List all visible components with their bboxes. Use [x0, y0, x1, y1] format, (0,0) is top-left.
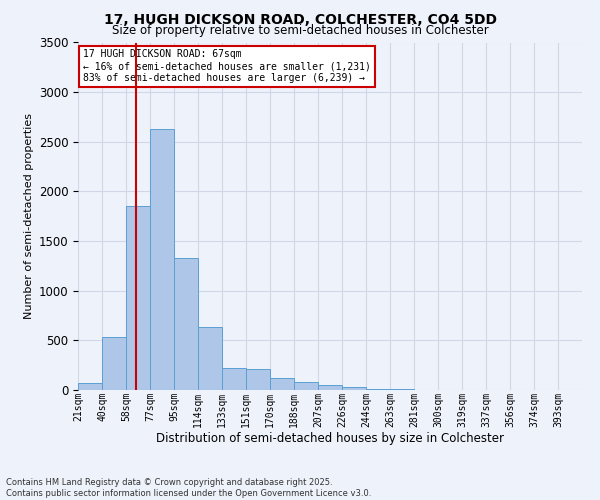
Bar: [126, 206, 150, 390]
Bar: [246, 369, 270, 390]
Bar: [78, 382, 102, 390]
Text: Size of property relative to semi-detached houses in Colchester: Size of property relative to semi-detach…: [112, 24, 488, 37]
Bar: [198, 328, 222, 390]
Text: 17 HUGH DICKSON ROAD: 67sqm
← 16% of semi-detached houses are smaller (1,231)
83: 17 HUGH DICKSON ROAD: 67sqm ← 16% of sem…: [83, 50, 371, 82]
Bar: [270, 378, 294, 390]
Text: Contains HM Land Registry data © Crown copyright and database right 2025.
Contai: Contains HM Land Registry data © Crown c…: [6, 478, 371, 498]
Bar: [222, 368, 246, 390]
Bar: [102, 338, 126, 390]
Bar: [390, 389, 414, 390]
Y-axis label: Number of semi-detached properties: Number of semi-detached properties: [25, 114, 34, 320]
Bar: [318, 384, 342, 390]
Bar: [150, 129, 174, 390]
X-axis label: Distribution of semi-detached houses by size in Colchester: Distribution of semi-detached houses by …: [156, 432, 504, 445]
Bar: [294, 382, 318, 390]
Text: 17, HUGH DICKSON ROAD, COLCHESTER, CO4 5DD: 17, HUGH DICKSON ROAD, COLCHESTER, CO4 5…: [104, 12, 497, 26]
Bar: [366, 388, 390, 390]
Bar: [342, 387, 366, 390]
Bar: [174, 258, 198, 390]
